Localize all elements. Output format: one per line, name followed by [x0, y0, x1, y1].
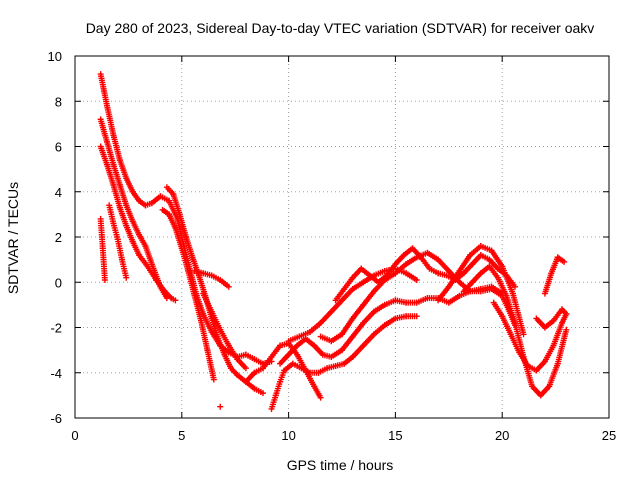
data-point: [520, 331, 527, 338]
data-point: [242, 365, 249, 372]
data-point: [561, 258, 568, 265]
data-point: [317, 394, 324, 401]
series-s3: [97, 143, 179, 304]
x-tick-label: 25: [602, 428, 616, 443]
y-tick-label: 4: [55, 185, 62, 200]
series-s20: [533, 306, 570, 331]
x-tick-label: 10: [281, 428, 295, 443]
y-tick-label: 10: [48, 49, 62, 64]
series-s7: [159, 206, 217, 383]
data-point: [217, 403, 224, 410]
x-tick-label: 15: [388, 428, 402, 443]
x-tick-label: 0: [71, 428, 78, 443]
series-s10: [217, 403, 224, 410]
series-s21: [541, 254, 568, 297]
series-s5: [106, 202, 130, 281]
data-point: [210, 376, 217, 383]
y-tick-label: 6: [55, 140, 62, 155]
x-axis-label: GPS time / hours: [287, 457, 394, 473]
series-s17: [435, 243, 527, 338]
data-point: [563, 310, 570, 317]
y-tick-label: -4: [50, 366, 62, 381]
data-points: [97, 71, 570, 412]
grid-lines: [75, 56, 609, 418]
data-point: [413, 313, 420, 320]
data-point: [123, 274, 130, 281]
y-tick-label: 2: [55, 230, 62, 245]
y-tick-label: 8: [55, 94, 62, 109]
data-point: [563, 326, 570, 333]
data-point: [225, 283, 232, 290]
series-s18: [460, 263, 570, 399]
data-point: [413, 276, 420, 283]
y-tick-label: -6: [50, 411, 62, 426]
x-tick-label: 5: [178, 428, 185, 443]
series-s4: [97, 215, 108, 283]
axes: 0 5 10 15 20 25 -6 -4 -2 0 2 4 6 8 10: [48, 49, 617, 443]
chart-title: Day 280 of 2023, Sidereal Day-to-day VTE…: [86, 20, 595, 36]
y-tick-label: -2: [50, 321, 62, 336]
y-tick-label: 0: [55, 275, 62, 290]
x-tick-label: 20: [495, 428, 509, 443]
series-s8: [191, 267, 232, 290]
data-point: [259, 390, 266, 397]
series-s19: [490, 299, 570, 374]
data-point: [101, 276, 108, 283]
plot-border: [74, 55, 610, 419]
series-s9: [200, 290, 249, 372]
series-s12: [268, 313, 420, 412]
y-axis-label: SDTVAR / TECUs: [5, 182, 21, 294]
data-point: [172, 297, 179, 304]
